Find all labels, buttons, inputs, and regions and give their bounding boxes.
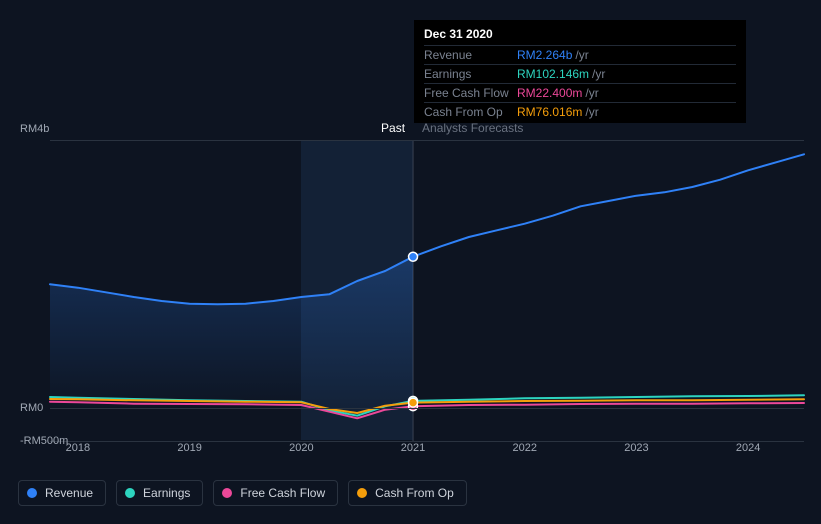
tooltip-row: EarningsRM102.146m/yr <box>424 64 736 83</box>
tooltip-row-label: Earnings <box>424 67 517 81</box>
legend-dot-icon <box>222 488 232 498</box>
y-axis-label: RM4b <box>20 123 75 135</box>
tooltip-row-value: RM102.146m <box>517 67 589 81</box>
tooltip-row-unit: /yr <box>585 86 598 100</box>
x-axis-label: 2018 <box>66 442 90 454</box>
legend-item-cfo[interactable]: Cash From Op <box>348 480 467 506</box>
x-axis-label: 2022 <box>512 442 536 454</box>
legend-item-fcf[interactable]: Free Cash Flow <box>213 480 338 506</box>
tooltip-row-label: Cash From Op <box>424 105 517 119</box>
y-axis-label: RM0 <box>20 402 75 414</box>
legend-dot-icon <box>357 488 367 498</box>
tooltip-row-unit: /yr <box>585 105 598 119</box>
past-section-label: Past <box>381 121 405 135</box>
tooltip-row: Cash From OpRM76.016m/yr <box>424 102 736 121</box>
legend-item-label: Free Cash Flow <box>240 486 325 500</box>
x-axis-label: 2019 <box>177 442 201 454</box>
x-axis-label: 2021 <box>401 442 425 454</box>
tooltip-row-unit: /yr <box>575 48 588 62</box>
x-axis-label: 2024 <box>736 442 760 454</box>
tooltip-row-label: Revenue <box>424 48 517 62</box>
legend-item-earnings[interactable]: Earnings <box>116 480 203 506</box>
x-axis-label: 2023 <box>624 442 648 454</box>
tooltip-row-value: RM76.016m <box>517 105 582 119</box>
tooltip-date: Dec 31 2020 <box>424 27 736 45</box>
legend-dot-icon <box>125 488 135 498</box>
plot-area: Past Analysts Forecasts RM4bRM0-RM500m <box>50 140 804 440</box>
tooltip: Dec 31 2020 RevenueRM2.264b/yrEarningsRM… <box>414 20 746 123</box>
legend-item-label: Earnings <box>143 486 190 500</box>
x-axis-label: 2020 <box>289 442 313 454</box>
chart-svg <box>50 141 804 440</box>
tooltip-row-label: Free Cash Flow <box>424 86 517 100</box>
tooltip-row: RevenueRM2.264b/yr <box>424 45 736 64</box>
legend-item-label: Cash From Op <box>375 486 454 500</box>
legend: Revenue Earnings Free Cash Flow Cash From O… <box>18 480 467 506</box>
forecast-section-label: Analysts Forecasts <box>422 121 523 135</box>
legend-dot-icon <box>27 488 37 498</box>
legend-item-label: Revenue <box>45 486 93 500</box>
legend-item-revenue[interactable]: Revenue <box>18 480 106 506</box>
zero-gridline <box>50 408 804 409</box>
tooltip-row-unit: /yr <box>592 67 605 81</box>
tooltip-row-value: RM22.400m <box>517 86 582 100</box>
tooltip-row-value: RM2.264b <box>517 48 572 62</box>
tooltip-row: Free Cash FlowRM22.400m/yr <box>424 83 736 102</box>
x-axis: 2018 2019 2020 2021 2022 2023 2024 <box>50 442 804 462</box>
